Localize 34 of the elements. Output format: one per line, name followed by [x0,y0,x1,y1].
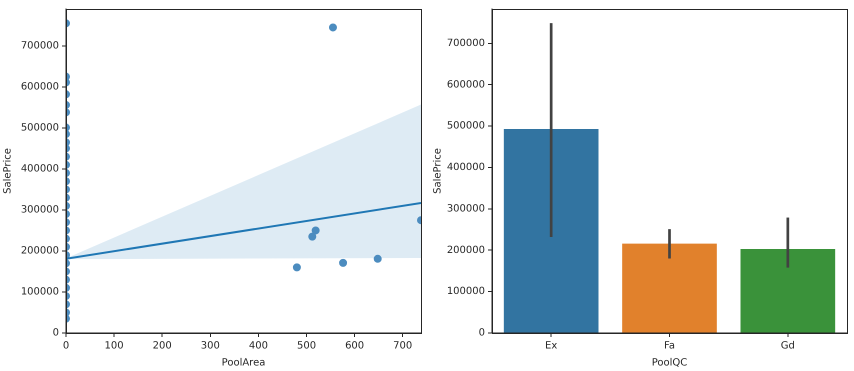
x-tick-label: 400 [248,340,268,352]
y-tick-label: 0 [52,328,59,339]
x-axis-title: PoolQC [652,358,688,369]
y-axis-title: SalePrice [432,148,444,194]
y-tick-label: 100000 [20,286,59,298]
x-tick-label: 300 [200,340,220,352]
y-tick-label: 500000 [20,122,59,134]
y-tick-label: 600000 [20,82,59,93]
x-tick-label: 0 [62,340,70,352]
y-tick-label: 200000 [20,246,59,257]
bar [740,249,836,332]
y-tick-label: 700000 [446,38,485,49]
x-tick-label: Ex [545,340,558,352]
y-tick-label: 400000 [446,162,485,174]
bar [504,129,598,332]
x-tick-label: 600 [345,340,364,352]
y-tick-label: 300000 [20,204,59,216]
x-tick-label: 500 [296,340,316,352]
bar [622,244,717,332]
y-tick-label: 0 [478,328,485,339]
x-tick-label: 100 [104,340,124,352]
y-tick-label: 200000 [446,244,485,256]
x-axis-title: PoolArea [222,358,266,369]
x-tick-label: 700 [393,340,412,352]
x-tick-label: Fa [664,340,675,352]
y-tick-label: 600000 [446,79,485,90]
y-tick-label: 500000 [446,120,485,132]
y-axis-title: SalePrice [2,148,14,194]
y-tick-label: 100000 [446,286,485,298]
x-tick-label: 200 [152,340,172,352]
y-tick-label: 300000 [446,203,485,214]
y-tick-label: 400000 [20,164,59,175]
x-tick-label: Gd [780,340,795,352]
y-tick-label: 700000 [20,40,59,52]
